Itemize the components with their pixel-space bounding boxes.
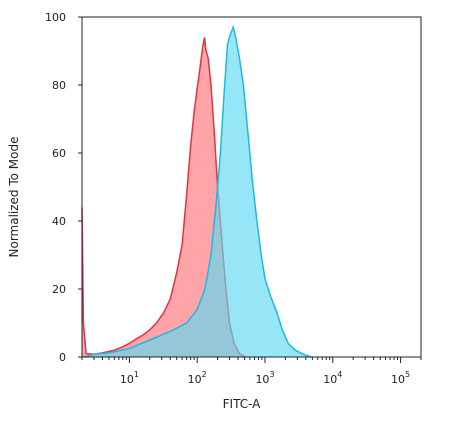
x-tick-label: 104 xyxy=(323,370,342,386)
histogram-series-2-area xyxy=(84,27,312,357)
y-axis-label: Normalized To Mode xyxy=(7,136,21,257)
x-tick-label: 102 xyxy=(188,370,207,386)
y-tick-label: 20 xyxy=(52,283,66,296)
x-tick-label: 103 xyxy=(255,370,274,386)
x-tick-label: 105 xyxy=(391,370,410,386)
plot-area xyxy=(81,24,312,358)
x-tick-label: 101 xyxy=(120,370,139,386)
x-axis: 101 102 103 104 105 xyxy=(81,357,422,386)
y-tick-label: 60 xyxy=(52,147,66,160)
plot-frame xyxy=(81,16,422,358)
histogram-series-2-line xyxy=(84,24,312,358)
y-tick-label: 40 xyxy=(52,215,66,228)
y-tick-label: 80 xyxy=(52,79,66,92)
histogram-series-1-area xyxy=(82,37,246,358)
x-axis-label: FITC-A xyxy=(223,397,262,411)
y-axis: 0 20 40 60 80 100 xyxy=(45,11,82,364)
y-tick-label: 100 xyxy=(45,11,66,24)
y-tick-label: 0 xyxy=(59,351,66,364)
